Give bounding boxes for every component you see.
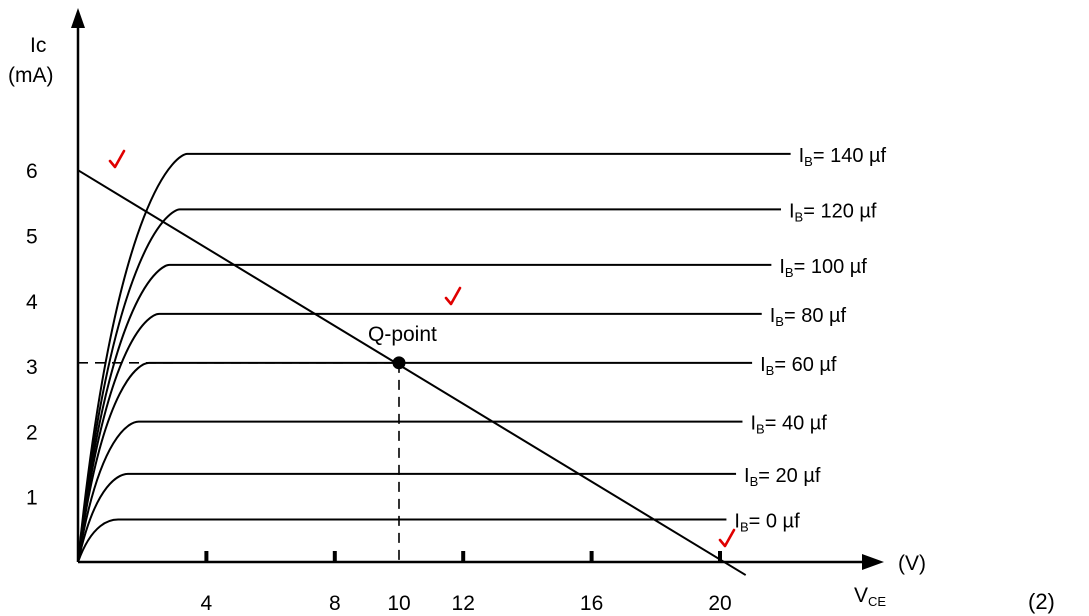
y-tick-label: 6 bbox=[26, 160, 38, 183]
y-axis-unit: (mA) bbox=[8, 64, 54, 87]
x-axis-arrow bbox=[862, 554, 884, 570]
ib-curve-label: IB= 60 µf bbox=[760, 354, 837, 378]
x-tick-label: 10 bbox=[387, 592, 410, 615]
ib-curve-0 bbox=[77, 518, 727, 563]
ib-curve-label: IB= 100 µf bbox=[779, 256, 867, 280]
q-point-marker bbox=[392, 356, 406, 370]
checkmark-icon bbox=[444, 286, 462, 306]
ib-curve-label: IB= 40 µf bbox=[750, 413, 827, 437]
x-tick-label: 16 bbox=[580, 592, 603, 615]
y-tick-label: 5 bbox=[26, 226, 38, 249]
ib-curve-2 bbox=[77, 420, 743, 563]
x-axis-label: VCE bbox=[854, 584, 886, 609]
ib-curve-1 bbox=[77, 472, 737, 563]
ib-curve-4 bbox=[77, 312, 762, 563]
ib-curve-label: IB= 140 µf bbox=[799, 145, 887, 169]
ib-curve-7 bbox=[77, 152, 791, 563]
y-tick-label: 2 bbox=[26, 421, 38, 444]
x-tick-label: 4 bbox=[201, 592, 213, 615]
checkmark-icon bbox=[718, 528, 736, 548]
y-axis-arrow bbox=[71, 8, 85, 28]
load-line bbox=[77, 169, 747, 576]
checkmark-icon bbox=[108, 149, 126, 169]
y-tick-label: 1 bbox=[26, 487, 38, 510]
x-tick-label: 20 bbox=[708, 592, 731, 615]
x-tick-label: 12 bbox=[452, 592, 475, 615]
y-tick-label: 4 bbox=[26, 291, 38, 314]
ib-curve-3 bbox=[77, 361, 753, 563]
y-tick-label: 3 bbox=[26, 356, 38, 379]
ib-curve-6 bbox=[77, 208, 781, 563]
ib-curve-label: IB= 80 µf bbox=[770, 305, 847, 329]
ib-curve-label: IB= 120 µf bbox=[789, 200, 877, 224]
ib-curve-label: IB= 0 µf bbox=[734, 511, 800, 535]
ib-curve-5 bbox=[77, 263, 772, 563]
load-line-group bbox=[77, 149, 747, 576]
ib-curve-label: IB= 20 µf bbox=[744, 465, 821, 489]
y-axis-label: Ic bbox=[30, 34, 46, 57]
x-tick-label: 8 bbox=[329, 592, 341, 615]
characteristic-curves: IB= 0 µf IB= 20 µf IB= 40 µf IB= 60 µf IB= 8… bbox=[77, 145, 887, 563]
corner-mark: (2) bbox=[1028, 589, 1055, 614]
x-axis-unit: (V) bbox=[898, 552, 926, 575]
q-point-label: Q-point bbox=[368, 323, 437, 346]
